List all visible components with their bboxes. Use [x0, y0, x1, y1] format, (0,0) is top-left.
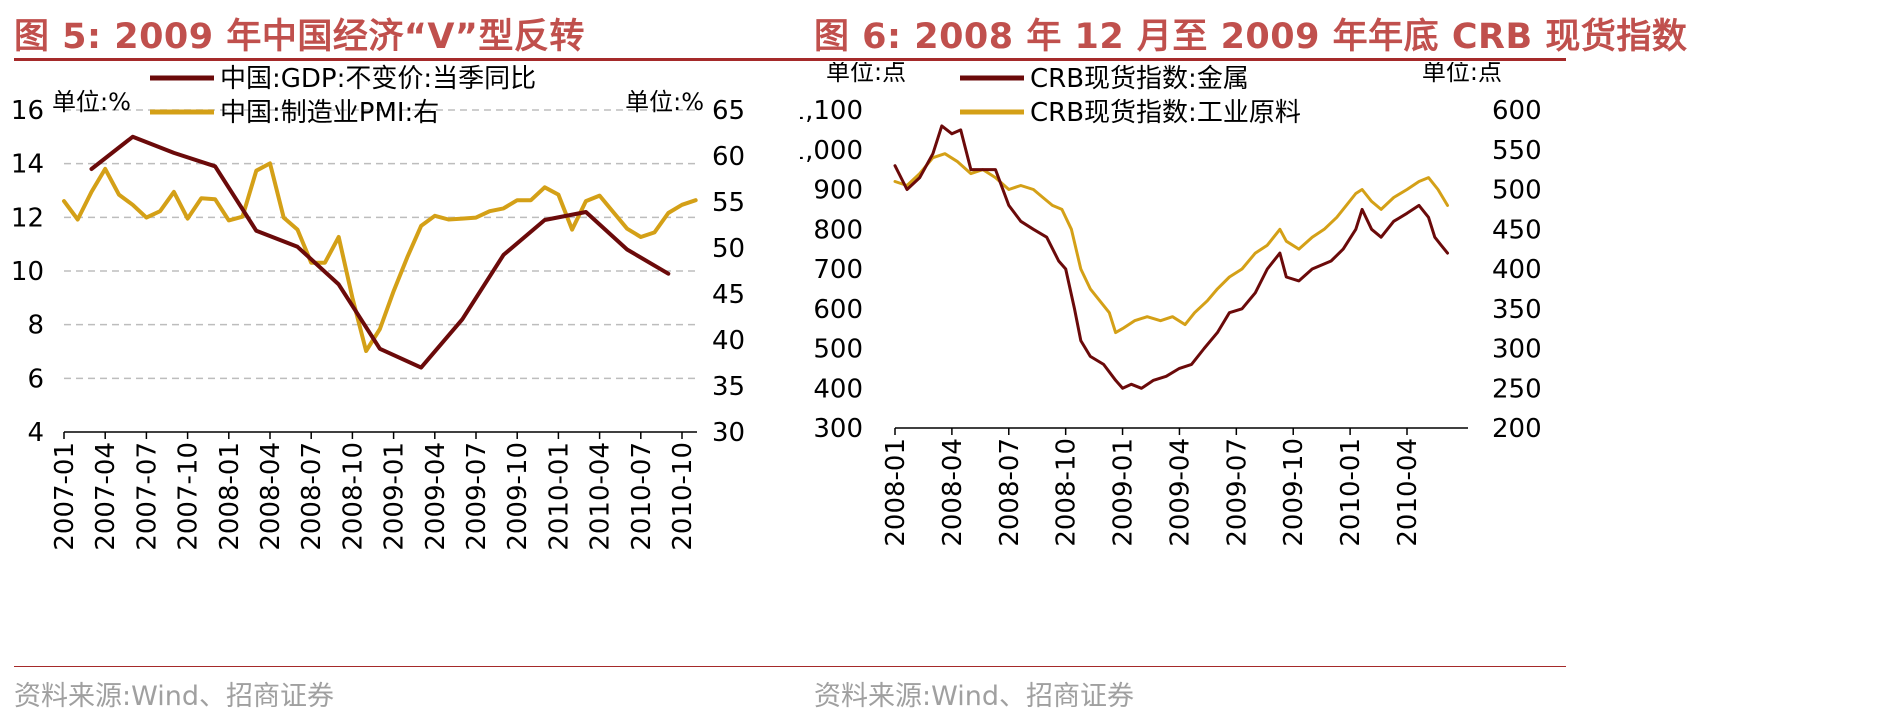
x-tick-label: 2008-07 — [297, 442, 327, 551]
series-line-primary — [89, 134, 671, 370]
legend-label: 中国:制造业PMI:右 — [220, 98, 439, 128]
y-right-tick-label: 300 — [1492, 335, 1542, 365]
y-right-tick-label: 65 — [712, 96, 745, 126]
x-tick-label: 2009-07 — [1222, 438, 1252, 547]
x-tick-label: 2007-04 — [91, 442, 121, 551]
x-tick-label: 2008-01 — [881, 438, 911, 547]
y-left-tick-label: 6 — [27, 364, 44, 394]
series-line-secondary — [893, 152, 1449, 335]
x-tick-label: 2010-04 — [586, 442, 616, 551]
y-right-tick-label: 600 — [1492, 96, 1542, 126]
y-right-tick-label: 250 — [1492, 374, 1542, 404]
y-right-tick-label: 35 — [712, 372, 745, 402]
y-right-tick-label: 50 — [712, 234, 745, 264]
x-tick-label: 2007-01 — [50, 442, 80, 551]
figure-5-chart: 2007-01 2007-04 2007-07 2007-10 2008-01 2008-… — [11, 64, 745, 551]
x-tick-label: 2008-01 — [215, 442, 245, 551]
x-tick-label: 2009-01 — [1109, 438, 1139, 547]
y-right-tick-label: 55 — [712, 188, 745, 218]
x-tick-label: 2009-07 — [462, 442, 492, 551]
x-tick-label: 2010-10 — [668, 442, 698, 551]
y-left-tick-label: 14 — [11, 150, 44, 180]
series-line-primary — [893, 124, 1449, 390]
y-left-tick-label: 600 — [813, 295, 863, 325]
figure-6-bottom-rule — [814, 666, 1566, 667]
y-right-tick-label: 400 — [1492, 255, 1542, 285]
y-right-tick-label: 30 — [712, 418, 745, 448]
figure-5-bottom-rule — [14, 666, 934, 667]
y-left-tick-label: 10 — [11, 257, 44, 287]
figure-5-source: 资料来源:Wind、招商证券 — [14, 681, 334, 712]
x-tick-label: 2009-01 — [380, 442, 410, 551]
x-tick-label: 2008-04 — [938, 438, 968, 547]
y-left-tick-label: 12 — [11, 203, 44, 233]
figure-5-panel: 图 5: 2009 年中国经济“V”型反转 2007-01 2007-04 2007… — [0, 0, 938, 726]
series-line-secondary — [62, 161, 698, 353]
y-right-tick-label: 350 — [1492, 295, 1542, 325]
x-tick-label: 2009-10 — [1279, 438, 1309, 547]
figure-6-title: 图 6: 2008 年 12 月至 2009 年年底 CRB 现货指数 — [814, 17, 1688, 57]
x-tick-label: 2009-10 — [503, 442, 533, 551]
x-tick-label: 2009-04 — [1165, 438, 1195, 547]
y-right-tick-label: 45 — [712, 280, 745, 310]
y-left-tick-label: 400 — [813, 374, 863, 404]
figure-6-source: 资料来源:Wind、招商证券 — [814, 681, 1134, 712]
y-right-tick-label: 450 — [1492, 215, 1542, 245]
y-left-tick-label: 500 — [813, 335, 863, 365]
y-left-tick-label: 900 — [813, 176, 863, 206]
unit-left-label: 单位:点 — [826, 62, 906, 86]
x-tick-label: 2010-01 — [1336, 438, 1366, 547]
x-tick-label: 2009-04 — [421, 442, 451, 551]
x-tick-label: 2007-07 — [132, 442, 162, 551]
figure-6-panel: 图 6: 2008 年 12 月至 2009 年年底 CRB 现货指数 2008… — [800, 0, 1896, 726]
unit-left-label: 单位:% — [52, 88, 131, 116]
y-left-tick-label: 8 — [27, 311, 44, 341]
y-left-tick-label: 700 — [813, 255, 863, 285]
y-right-tick-label: 60 — [712, 142, 745, 172]
figure-6-chart: 2008-01 2008-04 2008-07 2008-10 2009-01 2009-… — [800, 62, 1542, 547]
y-right-tick-label: 550 — [1492, 136, 1542, 166]
x-tick-label: 2008-07 — [995, 438, 1025, 547]
y-right-tick-label: 500 — [1492, 176, 1542, 206]
y-left-tick-label: 4 — [27, 418, 44, 448]
x-tick-label: 2008-04 — [256, 442, 286, 551]
y-left-tick-label: 1,100 — [800, 96, 863, 126]
x-tick-label: 2010-01 — [544, 442, 574, 551]
unit-right-label: 单位:点 — [1422, 62, 1502, 86]
figure-5-title: 图 5: 2009 年中国经济“V”型反转 — [14, 17, 585, 57]
y-left-tick-label: 16 — [11, 96, 44, 126]
x-tick-label: 2010-07 — [627, 442, 657, 551]
figure-6-title-rule — [814, 58, 1566, 61]
unit-right-label: 单位:% — [625, 88, 704, 116]
legend-label: CRB现货指数:金属 — [1030, 64, 1249, 94]
figure-5-title-rule — [14, 58, 934, 61]
y-right-tick-label: 40 — [712, 326, 745, 356]
y-left-tick-label: 1,000 — [800, 136, 863, 166]
y-left-tick-label: 300 — [813, 414, 863, 444]
legend-label: CRB现货指数:工业原料 — [1030, 98, 1301, 128]
x-tick-label: 2008-10 — [1052, 438, 1082, 547]
x-tick-label: 2008-10 — [338, 442, 368, 551]
x-tick-label: 2010-04 — [1393, 438, 1423, 547]
y-left-tick-label: 800 — [813, 215, 863, 245]
legend-label: 中国:GDP:不变价:当季同比 — [220, 64, 536, 94]
y-right-tick-label: 200 — [1492, 414, 1542, 444]
x-tick-label: 2007-10 — [174, 442, 204, 551]
